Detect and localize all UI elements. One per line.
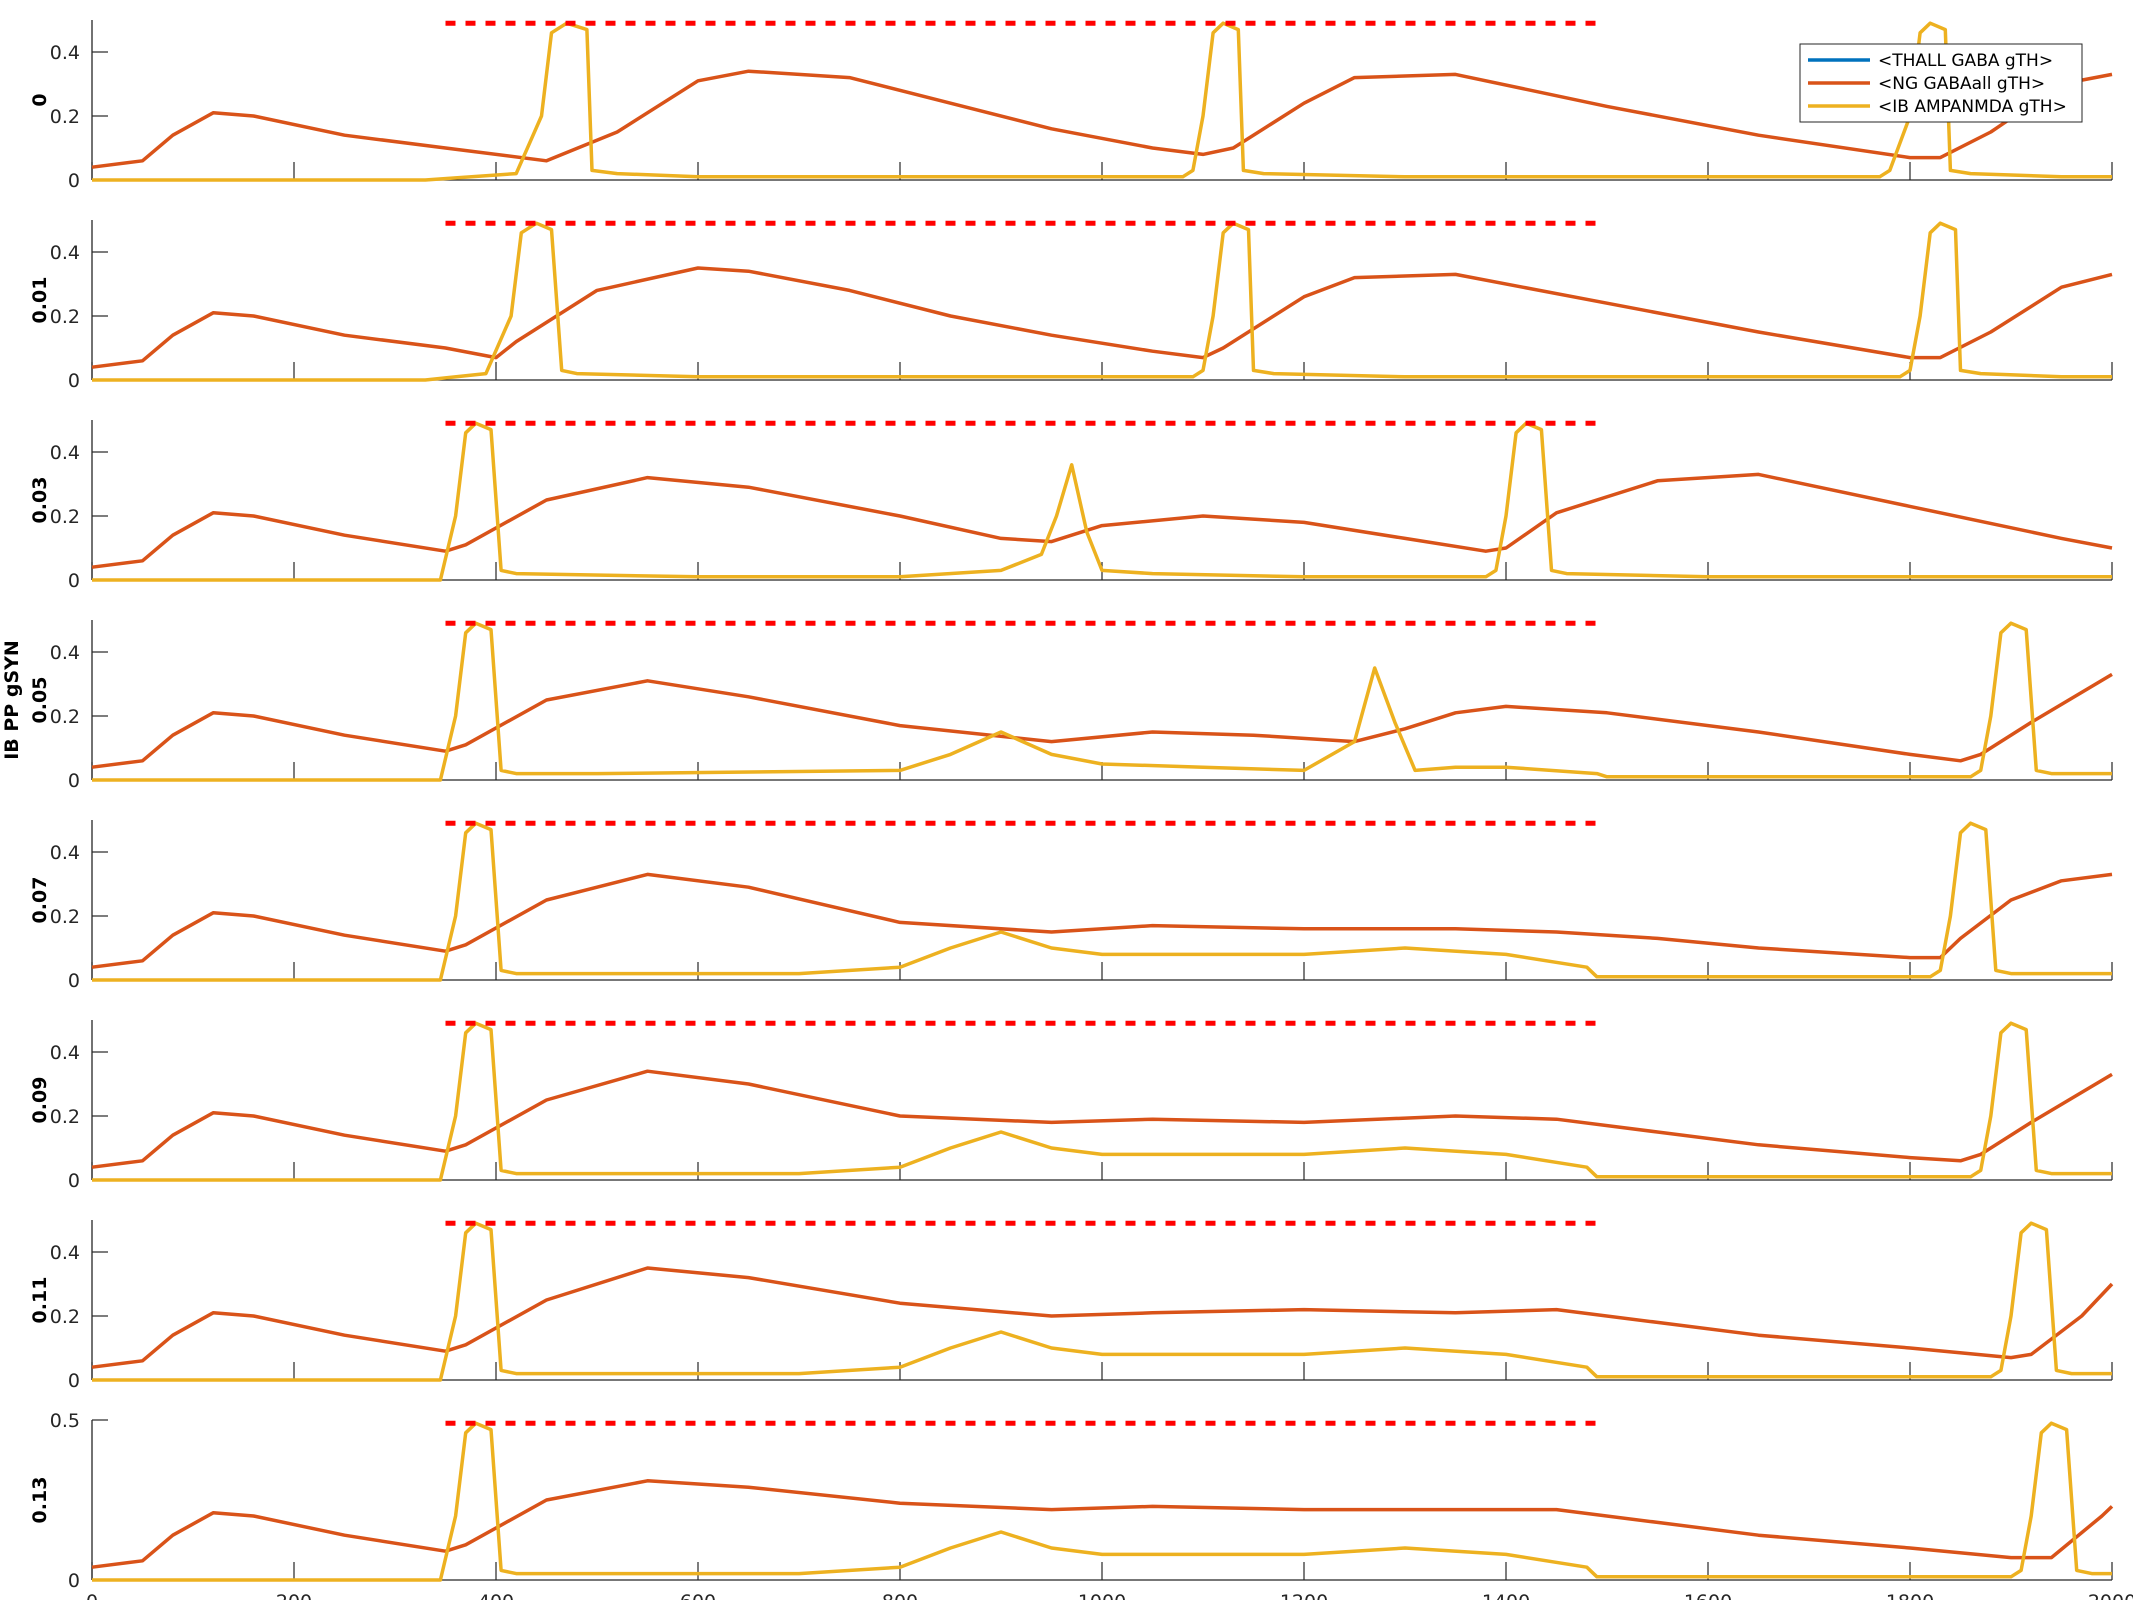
y-tick-label: 0.4 bbox=[50, 1042, 80, 1064]
panel-label: 0.05 bbox=[29, 677, 51, 724]
series-line-1 bbox=[92, 1021, 2112, 1182]
y-tick-label: 0.4 bbox=[50, 42, 80, 64]
y-tick-label: 0 bbox=[68, 1370, 80, 1392]
y-tick-label: 0.2 bbox=[50, 506, 80, 528]
series-line-1 bbox=[92, 421, 2112, 582]
series-line-0 bbox=[91, 1069, 2113, 1169]
panel-label: 0.11 bbox=[29, 1277, 51, 1324]
panel-0: 00.20.40 bbox=[29, 20, 2113, 192]
x-tick-label: 1800 bbox=[1886, 1591, 1934, 1600]
y-tick-label: 0 bbox=[68, 770, 80, 792]
x-tick-label: 1600 bbox=[1684, 1591, 1732, 1600]
x-tick-label: 200 bbox=[276, 1591, 312, 1600]
panel-2: 0 0.2 0.4 0.03 bbox=[29, 420, 2113, 592]
series-line-1 bbox=[92, 1421, 2112, 1582]
series-line-0 bbox=[91, 672, 2113, 769]
series-line-0 bbox=[91, 1266, 2114, 1369]
panel-5: 0 0.2 0.4 0.09 bbox=[29, 1020, 2113, 1192]
panel-1: 0 0.2 0.4 0.01 bbox=[29, 220, 2113, 392]
panel-label: 0.13 bbox=[29, 1477, 51, 1524]
y-tick-label: 0.2 bbox=[50, 106, 80, 128]
x-tick-label: 1000 bbox=[1078, 1591, 1126, 1600]
panel-label: 0.03 bbox=[29, 477, 51, 524]
series-line-1 bbox=[92, 1221, 2112, 1382]
legend: <THALL GABA gTH> <NG GABAall gTH> <IB AMPA… bbox=[1799, 43, 2083, 123]
series-line-0 bbox=[91, 69, 2113, 169]
series-line-0 bbox=[91, 266, 2113, 369]
y-tick-label: 0.2 bbox=[50, 706, 80, 728]
panel-label: 0 bbox=[29, 93, 51, 106]
figure-ylabel: IB PP gSYN bbox=[1, 640, 23, 760]
x-tick-label: 1400 bbox=[1482, 1591, 1530, 1600]
panel-4: 0 0.2 0.4 0.07 bbox=[29, 820, 2113, 992]
x-tick-label: 0 bbox=[86, 1591, 98, 1600]
legend-entry: <NG GABAall gTH> bbox=[1878, 74, 2045, 94]
x-tick-label: 800 bbox=[882, 1591, 918, 1600]
y-tick-label: 0 bbox=[68, 1170, 80, 1192]
panel-6: 0 0.2 0.4 0.11 bbox=[29, 1220, 2114, 1392]
y-tick-label: 0 bbox=[68, 970, 80, 992]
y-tick-label: 0.2 bbox=[50, 306, 80, 328]
panels: 00.20.4000.20.40.0100.20.40.0300.20.40.0… bbox=[29, 20, 2133, 1600]
y-tick-label: 0 bbox=[68, 570, 80, 592]
series-line-1 bbox=[92, 221, 2112, 382]
legend-entry: <THALL GABA gTH> bbox=[1878, 51, 2053, 71]
x-tick-label: 600 bbox=[680, 1591, 716, 1600]
series-line-1 bbox=[92, 821, 2112, 982]
y-tick-label: 0.2 bbox=[50, 906, 80, 928]
series-line-0 bbox=[91, 1479, 2114, 1569]
y-tick-label: 0.4 bbox=[50, 642, 80, 664]
x-tick-label: 2000 bbox=[2088, 1591, 2133, 1600]
panel-3: 0 0.2 0.4 0.05 bbox=[29, 620, 2113, 792]
y-tick-label: 0.2 bbox=[50, 1106, 80, 1128]
panel-label: 0.09 bbox=[29, 1077, 51, 1124]
panel-label: 0.07 bbox=[29, 877, 51, 924]
y-tick-label: 0.5 bbox=[50, 1410, 80, 1432]
legend-entry: <IB AMPANMDA gTH> bbox=[1878, 97, 2067, 117]
y-tick-label: 0.4 bbox=[50, 842, 80, 864]
panel-7: 0 0.5 0.13 bbox=[29, 1410, 2114, 1592]
series-line-1 bbox=[92, 621, 2112, 782]
series-line-0 bbox=[91, 472, 2113, 569]
y-tick-label: 0.2 bbox=[50, 1306, 80, 1328]
series-line-0 bbox=[91, 872, 2113, 969]
panel-label: 0.01 bbox=[29, 277, 51, 324]
y-tick-label: 0.4 bbox=[50, 242, 80, 264]
x-tick-label: 1200 bbox=[1280, 1591, 1328, 1600]
y-tick-label: 0.4 bbox=[50, 1242, 80, 1264]
y-tick-label: 0 bbox=[68, 370, 80, 392]
y-tick-label: 0 bbox=[68, 170, 80, 192]
x-tick-label: 400 bbox=[478, 1591, 514, 1600]
y-tick-label: 0 bbox=[68, 1570, 80, 1592]
y-tick-label: 0.4 bbox=[50, 442, 80, 464]
